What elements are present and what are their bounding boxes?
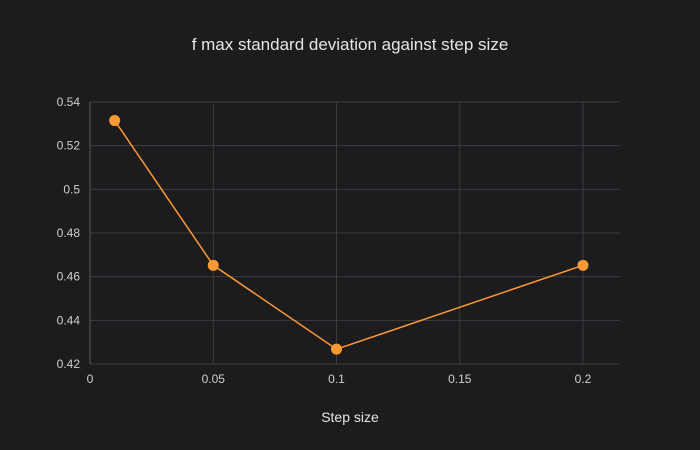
data-point-marker[interactable]	[109, 115, 121, 127]
x-tick-label: 0	[87, 372, 94, 386]
data-point-marker[interactable]	[577, 259, 589, 271]
y-tick-label: 0.5	[63, 182, 80, 196]
y-tick-label: 0.54	[57, 95, 81, 109]
x-axis-title: Step size	[321, 409, 379, 425]
chart-title: f max standard deviation against step si…	[192, 35, 509, 54]
grid-layer	[89, 101, 620, 365]
data-point-marker[interactable]	[207, 259, 219, 271]
series-line	[114, 120, 584, 351]
data-point-marker[interactable]	[331, 343, 343, 355]
x-tick-label: 0.1	[328, 372, 345, 386]
y-tick-label: 0.42	[57, 357, 81, 371]
x-tick-label: 0.15	[448, 372, 472, 386]
y-tick-label: 0.46	[57, 270, 81, 284]
y-tick-label: 0.44	[57, 313, 81, 327]
axis-layer: 0.42 0.44 0.46 0.48 0.5 0.52 0.54 0 0.05 0.1 0.15 0…	[57, 95, 592, 386]
y-tick-label: 0.52	[57, 139, 81, 153]
x-tick-label: 0.2	[575, 372, 592, 386]
y-tick-label: 0.48	[57, 226, 81, 240]
series-layer	[109, 115, 589, 355]
x-tick-label: 0.05	[202, 372, 226, 386]
